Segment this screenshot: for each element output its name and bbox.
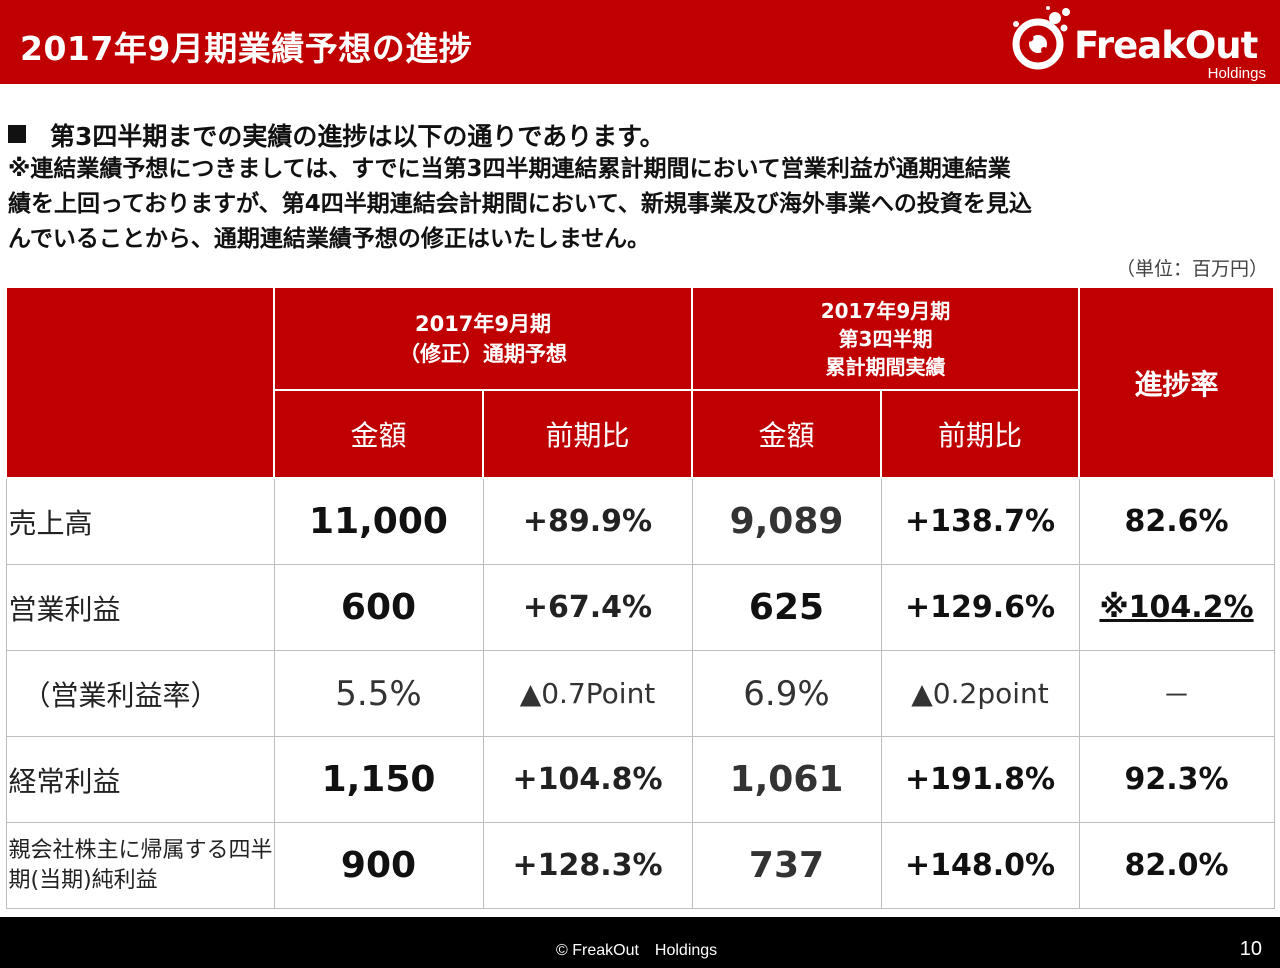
row-label: 経常利益: [5, 736, 275, 823]
earnings-progress-table: 2017年9月期 （修正）通期予想 2017年9月期 第3四半期 累計期間実績 …: [5, 286, 1275, 909]
bullet-heading: 第3四半期までの実績の進捗は以下の通りであります。: [8, 117, 665, 153]
header-line: 2017年9月期: [414, 311, 552, 336]
forecast-yoy: +128.3%: [482, 822, 693, 909]
copyright: © FreakOut Holdings: [556, 942, 718, 959]
header-line: 2017年9月期: [820, 298, 951, 323]
actual-yoy: +129.6%: [880, 564, 1080, 651]
header-line: （修正）通期予想: [399, 341, 567, 366]
actual-amount: 625: [691, 564, 882, 651]
header-line: 累計期間実績: [825, 354, 946, 379]
header-forecast-group: 2017年9月期 （修正）通期予想: [273, 286, 693, 391]
row-label-line: 親会社株主に帰属する四半: [8, 837, 273, 863]
header-amount: 金額: [273, 389, 484, 479]
square-bullet-icon: [8, 125, 26, 143]
row-label: 親会社株主に帰属する四半 期(当期)純利益: [5, 822, 275, 909]
actual-amount: 6.9%: [691, 650, 882, 737]
forecast-amount: 1,150: [273, 736, 484, 823]
row-label-line: 期(当期)純利益: [8, 867, 158, 893]
note-line: 績を上回っておりますが、第4四半期連結会計期間において、新規事業及び海外事業への…: [8, 191, 1032, 217]
progress-rate: ※104.2%: [1078, 564, 1275, 651]
note-paragraph: ※連結業績予想につきましては、すでに当第3四半期連結累計期間において営業利益が通…: [8, 152, 1270, 257]
row-label: （営業利益率）: [5, 650, 275, 737]
slide-header: 2017年9月期業績予想の進捗 FreakOut Holdings: [0, 0, 1280, 84]
header-actual-group: 2017年9月期 第3四半期 累計期間実績: [691, 286, 1080, 391]
table-row: 営業利益 600 +67.4% 625 +129.6% ※104.2%: [5, 564, 1275, 651]
bullet-text: 第3四半期までの実績の進捗は以下の通りであります。: [50, 122, 665, 151]
forecast-yoy: ▲0.7Point: [482, 650, 693, 737]
row-label: 売上高: [5, 477, 275, 565]
page-title: 2017年9月期業績予想の進捗: [20, 29, 473, 68]
header-line: 第3四半期: [838, 326, 933, 351]
forecast-amount: 600: [273, 564, 484, 651]
row-label: 営業利益: [5, 564, 275, 651]
actual-yoy: +148.0%: [880, 822, 1080, 909]
table-row: （営業利益率） 5.5% ▲0.7Point 6.9% ▲0.2point －: [5, 650, 1275, 737]
table-row: 経常利益 1,150 +104.8% 1,061 +191.8% 92.3%: [5, 736, 1275, 823]
table-row: 親会社株主に帰属する四半 期(当期)純利益 900 +128.3% 737 +1…: [5, 822, 1275, 909]
logo-mark-icon: [1012, 6, 1070, 70]
header-progress-rate: 進捗率: [1078, 286, 1275, 479]
progress-rate: 92.3%: [1078, 736, 1275, 823]
actual-amount: 1,061: [691, 736, 882, 823]
progress-rate: 82.0%: [1078, 822, 1275, 909]
actual-yoy: ▲0.2point: [880, 650, 1080, 737]
actual-yoy: +138.7%: [880, 477, 1080, 565]
progress-rate: －: [1078, 650, 1275, 737]
header-amount: 金額: [691, 389, 882, 479]
forecast-yoy: +104.8%: [482, 736, 693, 823]
freakout-logo: FreakOut Holdings: [1008, 4, 1268, 84]
forecast-yoy: +67.4%: [482, 564, 693, 651]
logo-name: FreakOut: [1074, 24, 1258, 67]
forecast-yoy: +89.9%: [482, 477, 693, 565]
progress-rate: 82.6%: [1078, 477, 1275, 565]
unit-label: （単位：百万円）: [1115, 258, 1268, 280]
header-blank-cell: [5, 286, 275, 479]
forecast-amount: 11,000: [273, 477, 484, 565]
table-row: 売上高 11,000 +89.9% 9,089 +138.7% 82.6%: [5, 477, 1275, 565]
forecast-amount: 5.5%: [273, 650, 484, 737]
page-number: 10: [1239, 938, 1262, 960]
forecast-amount: 900: [273, 822, 484, 909]
actual-amount: 9,089: [691, 477, 882, 565]
logo-sub: Holdings: [1207, 65, 1266, 82]
note-line: ※連結業績予想につきましては、すでに当第3四半期連結累計期間において営業利益が通…: [8, 156, 1011, 182]
slide-footer: © FreakOut Holdings 10: [0, 917, 1280, 968]
header-yoy: 前期比: [880, 389, 1080, 479]
actual-yoy: +191.8%: [880, 736, 1080, 823]
actual-amount: 737: [691, 822, 882, 909]
header-yoy: 前期比: [482, 389, 693, 479]
note-line: んでいることから、通期連結業績予想の修正はいたしません。: [8, 226, 651, 252]
